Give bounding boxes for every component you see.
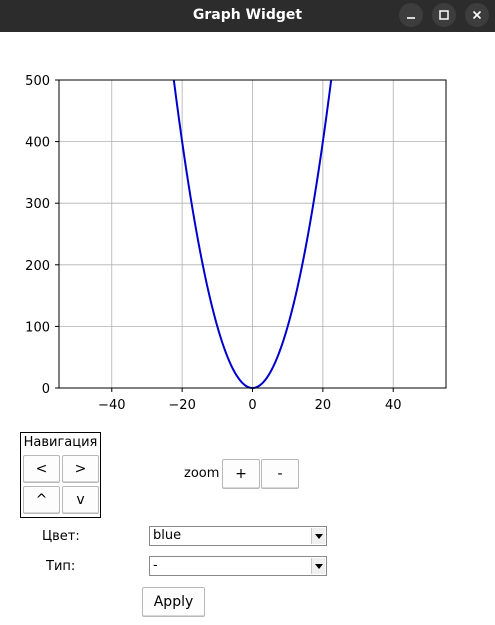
window-title: Graph Widget [192, 7, 303, 23]
y-tick-label: 0 [42, 382, 50, 397]
type-select-value: - [153, 558, 158, 573]
zoom-label: zoom [184, 466, 220, 481]
y-tick-label: 400 [25, 136, 50, 151]
y-tick-label: 500 [25, 74, 50, 89]
dropdown-arrow-icon[interactable] [311, 558, 325, 574]
title-bar: Graph Widget [0, 0, 495, 32]
dropdown-arrow-icon[interactable] [311, 528, 325, 544]
color-label: Цвет: [42, 529, 80, 544]
maximize-button[interactable] [432, 3, 456, 27]
maximize-icon [439, 10, 449, 20]
apply-button[interactable]: Apply [142, 587, 205, 617]
y-tick-label: 300 [25, 197, 50, 212]
zoom-in-button[interactable]: + [222, 459, 260, 489]
zoom-out-button[interactable]: - [261, 459, 299, 489]
x-tick-label: 20 [315, 398, 332, 413]
pan-up-button[interactable]: ^ [23, 486, 60, 514]
x-tick-label: 0 [248, 398, 256, 413]
color-select-value: blue [153, 528, 182, 543]
y-tick-label: 200 [25, 259, 50, 274]
minimize-icon [407, 17, 415, 19]
x-tick-label: −40 [98, 398, 125, 413]
navigation-title: Навигация [23, 435, 98, 450]
close-button[interactable] [465, 3, 489, 27]
close-icon [472, 10, 482, 20]
navigation-group: Навигация < > ^ v [20, 432, 101, 518]
pan-right-button[interactable]: > [62, 455, 99, 483]
x-tick-label: 40 [385, 398, 402, 413]
y-tick-label: 100 [25, 320, 50, 335]
pan-down-button[interactable]: v [62, 486, 99, 514]
type-select[interactable]: - [149, 556, 327, 576]
color-select[interactable]: blue [149, 526, 327, 546]
pan-left-button[interactable]: < [23, 455, 60, 483]
minimize-button[interactable] [399, 3, 423, 27]
type-label: Тип: [46, 559, 76, 574]
grid [59, 79, 446, 389]
x-tick-label: −20 [168, 398, 195, 413]
